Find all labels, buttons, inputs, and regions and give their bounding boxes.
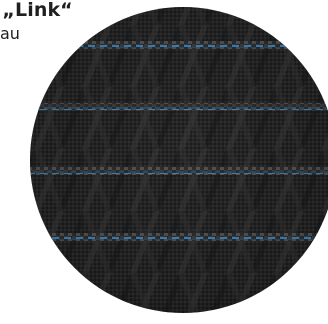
product-subtitle: au bbox=[0, 23, 20, 43]
fabric-swatch-image bbox=[30, 7, 328, 313]
product-title: g „Link“ bbox=[0, 0, 73, 21]
product-caption: g „Link“ au bbox=[0, 0, 73, 43]
